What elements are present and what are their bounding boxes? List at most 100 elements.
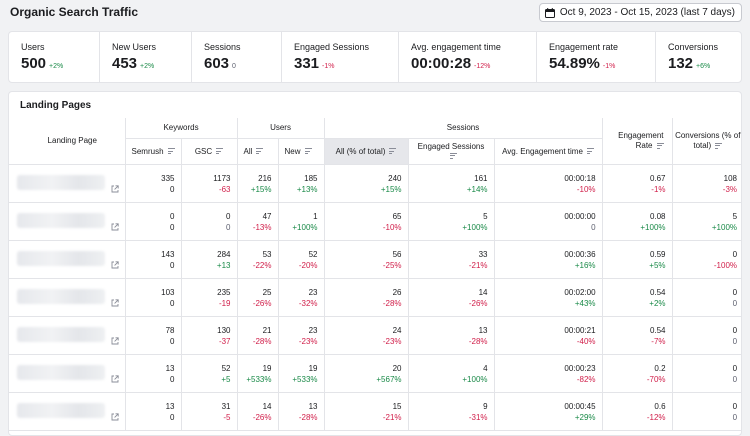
kpi-value: 500 bbox=[21, 55, 47, 72]
table-row[interactable]: 13 0 31 -5 14 -26% 13 -28% 15 -21% 9 -31% 00:00:45 +2… bbox=[9, 392, 741, 431]
col-conversions[interactable]: Conversions (% of total) bbox=[672, 118, 741, 165]
cell-users-all: 25 -26% bbox=[237, 278, 279, 317]
kpi-value: 54.89% bbox=[549, 55, 600, 72]
cell-delta: 0 bbox=[170, 336, 175, 346]
col-avg-engagement-time[interactable]: Avg. Engagement time bbox=[494, 138, 603, 165]
cell-gsc[interactable]: 52 +5 bbox=[181, 354, 238, 393]
table-row[interactable]: 103 0 235 -19 25 -26% 23 -32% 26 -28% 14 -26% 00:02:… bbox=[9, 278, 741, 317]
filter-icon[interactable] bbox=[586, 148, 594, 155]
cell-users-new: 185 +13% bbox=[278, 164, 325, 203]
cell-delta: 0 bbox=[170, 412, 175, 422]
cell-delta: 0 bbox=[170, 184, 175, 194]
cell-engagement-rate: 0.2 -70% bbox=[602, 354, 673, 393]
cell-delta: -28% bbox=[252, 336, 272, 346]
cell-value: 00:00:23 bbox=[564, 363, 596, 373]
col-label: All bbox=[243, 146, 253, 156]
cell-delta: -21% bbox=[468, 260, 488, 270]
cell-delta: 0 bbox=[732, 336, 738, 346]
filter-icon[interactable] bbox=[715, 142, 723, 149]
col-engagement-rate[interactable]: Engagement Rate bbox=[602, 118, 673, 165]
filter-icon[interactable] bbox=[256, 148, 264, 155]
cell-value: 0.67 bbox=[649, 173, 666, 183]
col-gsc[interactable]: GSC bbox=[181, 138, 238, 165]
cell-engaged-sessions: 5 +100% bbox=[408, 202, 495, 241]
filter-icon[interactable] bbox=[167, 148, 175, 155]
cell-value: 0 bbox=[226, 211, 231, 221]
external-link-icon[interactable] bbox=[111, 374, 119, 383]
cell-avg-engagement-time: 00:00:18 -10% bbox=[494, 164, 603, 203]
table-row[interactable]: 13 0 52 +5 19 +533% 19 +533% 20 +567% 4 +100% 00:00:… bbox=[9, 354, 741, 393]
cell-value: 9 bbox=[483, 401, 488, 411]
kpi-delta: -1% bbox=[322, 63, 335, 70]
kpi-delta: +2% bbox=[49, 63, 64, 70]
cell-semrush[interactable]: 335 0 bbox=[125, 164, 182, 203]
cell-engaged-sessions: 161 +14% bbox=[408, 164, 495, 203]
cell-engaged-sessions: 14 -26% bbox=[408, 278, 495, 317]
cell-value: 00:00:18 bbox=[564, 173, 596, 183]
kpi-delta: +6% bbox=[696, 63, 711, 70]
cell-gsc[interactable]: 235 -19 bbox=[181, 278, 238, 317]
cell-gsc[interactable]: 1173 -63 bbox=[181, 164, 238, 203]
table-row[interactable]: 0 0 0 0 47 -13% 1 +100% 65 -10% 5 +100% 00:00:00 0 0.0… bbox=[9, 202, 741, 241]
landing-pages-table: Landing Page Keywords Users Sessions Eng… bbox=[9, 118, 741, 431]
cell-sessions-all: 65 -10% bbox=[324, 202, 409, 241]
redacted-url bbox=[17, 174, 105, 190]
redacted-url bbox=[17, 402, 105, 418]
col-label: New bbox=[284, 146, 301, 156]
col-engaged-sessions[interactable]: Engaged Sessions bbox=[408, 138, 495, 165]
external-link-icon[interactable] bbox=[111, 412, 119, 421]
cell-gsc[interactable]: 31 -5 bbox=[181, 392, 238, 431]
external-link-icon[interactable] bbox=[111, 222, 119, 231]
cell-semrush[interactable]: 103 0 bbox=[125, 278, 182, 317]
filter-icon[interactable] bbox=[304, 148, 312, 155]
cell-value: 5 bbox=[483, 211, 488, 221]
col-semrush[interactable]: Semrush bbox=[125, 138, 182, 165]
filter-icon[interactable] bbox=[449, 152, 457, 159]
date-range-button[interactable]: Oct 9, 2023 - Oct 15, 2023 (last 7 days) bbox=[538, 3, 742, 22]
cell-value: 15 bbox=[392, 401, 402, 411]
cell-engagement-rate: 0.54 +2% bbox=[602, 278, 673, 317]
cell-semrush[interactable]: 78 0 bbox=[125, 316, 182, 355]
cell-gsc[interactable]: 284 +13 bbox=[181, 240, 238, 279]
redacted-url bbox=[17, 288, 105, 304]
external-link-icon[interactable] bbox=[111, 298, 119, 307]
table-row[interactable]: 143 0 284 +13 53 -22% 52 -20% 56 -25% 33 -21% 00:00:… bbox=[9, 240, 741, 279]
kpi-label: Users bbox=[21, 42, 45, 52]
cell-semrush[interactable]: 13 0 bbox=[125, 354, 182, 393]
col-landing-page[interactable]: Landing Page bbox=[9, 118, 126, 165]
filter-icon[interactable] bbox=[656, 142, 664, 149]
col-label: Engaged Sessions bbox=[417, 142, 485, 151]
cell-value: 00:00:45 bbox=[564, 401, 596, 411]
cell-delta: -19 bbox=[218, 298, 231, 308]
kpi-value: 453 bbox=[112, 55, 138, 72]
cell-value: 24 bbox=[392, 325, 402, 335]
cell-value: 53 bbox=[262, 249, 272, 259]
table-row[interactable]: 78 0 130 -37 21 -28% 23 -23% 24 -23% 13 -28% 00:00:2… bbox=[9, 316, 741, 355]
cell-gsc[interactable]: 130 -37 bbox=[181, 316, 238, 355]
cell-engaged-sessions: 9 -31% bbox=[408, 392, 495, 431]
col-users-all[interactable]: All bbox=[237, 138, 279, 165]
cell-value: 13 bbox=[165, 363, 175, 373]
cell-delta: -22% bbox=[252, 260, 272, 270]
external-link-icon[interactable] bbox=[111, 184, 119, 193]
cell-semrush[interactable]: 143 0 bbox=[125, 240, 182, 279]
redacted-url bbox=[17, 250, 105, 266]
cell-conversions: 108 -3% bbox=[672, 164, 741, 203]
filter-icon[interactable] bbox=[216, 148, 224, 155]
col-sessions-all[interactable]: All (% of total) bbox=[324, 138, 409, 165]
col-users-new[interactable]: New bbox=[278, 138, 325, 165]
cell-delta: -28% bbox=[468, 336, 488, 346]
kpi-engaged-sessions: Engaged Sessions 331 -1% bbox=[281, 32, 398, 82]
cell-users-new: 52 -20% bbox=[278, 240, 325, 279]
landing-page-cell bbox=[9, 202, 126, 241]
cell-semrush[interactable]: 13 0 bbox=[125, 392, 182, 431]
cell-value: 52 bbox=[221, 363, 231, 373]
filter-icon[interactable] bbox=[389, 148, 397, 155]
external-link-icon[interactable] bbox=[111, 336, 119, 345]
cell-delta: -40% bbox=[576, 336, 596, 346]
table-row[interactable]: 335 0 1173 -63 216 +15% 185 +13% 240 +15% 161 +14% 0… bbox=[9, 164, 741, 203]
external-link-icon[interactable] bbox=[111, 260, 119, 269]
